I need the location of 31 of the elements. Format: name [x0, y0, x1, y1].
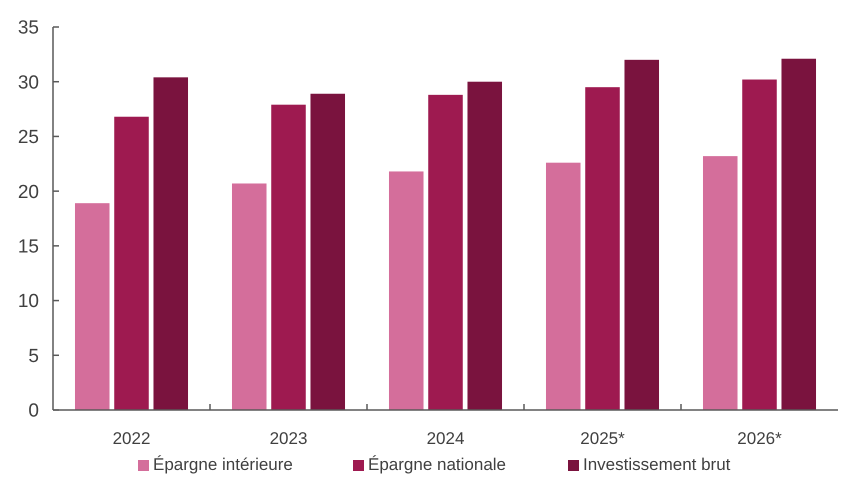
- bar: [742, 80, 777, 410]
- x-tick-label: 2025*: [580, 429, 626, 448]
- y-tick-label: 35: [18, 18, 39, 39]
- bar: [428, 94, 463, 410]
- legend-label: Investissement brut: [583, 455, 731, 474]
- y-tick-label: 30: [18, 72, 39, 94]
- bar: [781, 58, 816, 410]
- bar: [310, 94, 346, 410]
- legend-label: Épargne intérieure: [153, 455, 293, 474]
- y-tick-label: 25: [18, 127, 39, 148]
- y-tick-label: 0: [28, 400, 39, 422]
- bar: [271, 104, 306, 410]
- x-tick-label: 2022: [112, 429, 150, 448]
- x-tick-label: 2023: [270, 429, 308, 448]
- y-tick-label: 15: [18, 236, 39, 258]
- y-tick-label: 5: [28, 346, 39, 367]
- x-tick-label: 2026*: [737, 429, 782, 448]
- bar: [585, 87, 620, 410]
- x-tick-label: 2024: [426, 429, 464, 448]
- bar: [702, 156, 738, 410]
- bar: [114, 116, 149, 410]
- y-tick-label: 20: [18, 182, 39, 203]
- y-tick-label: 10: [18, 291, 39, 312]
- bar: [546, 162, 581, 410]
- bar: [74, 203, 110, 410]
- bar: [467, 82, 502, 410]
- bar: [624, 60, 660, 410]
- legend-label: Épargne nationale: [368, 455, 506, 474]
- bar: [232, 183, 267, 410]
- bar: [153, 77, 188, 410]
- bar: [388, 171, 424, 410]
